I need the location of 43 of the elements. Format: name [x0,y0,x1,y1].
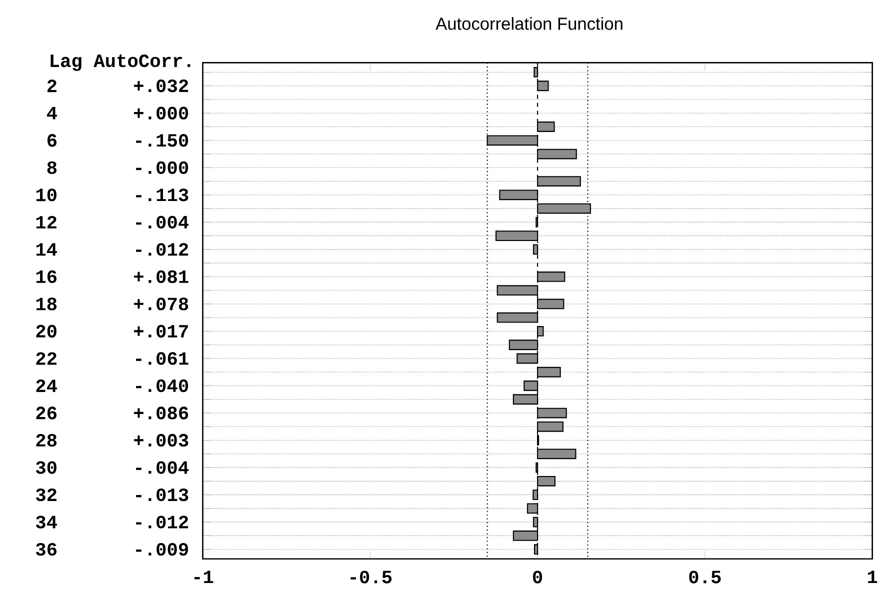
x-tick-label: 0.5 [689,570,721,584]
data-label: -.061 [136,352,188,366]
y-tick-label: 34 [36,516,57,529]
data-label: -.004 [136,461,189,474]
y-tick-label: 8 [47,162,57,174]
data-label: -.113 [136,188,188,202]
data-label: +.000 [134,107,188,120]
y-tick-label: 16 [36,270,56,284]
data-label: +.086 [134,406,188,420]
y-tick-label: 10 [36,188,56,202]
x-tick-label: 1 [868,570,878,584]
data-label: -.012 [136,516,188,529]
y-tick-label: 30 [36,461,56,474]
y-tick-label: 22 [36,352,56,365]
y-tick-label: 36 [36,543,56,556]
y-tick-label: 24 [36,380,57,392]
data-label: +.078 [134,298,188,311]
y-tick-label: 2 [47,80,56,92]
y-tick-label: 6 [47,134,56,147]
data-label: +.032 [134,80,188,92]
y-tick-label: 28 [36,434,57,447]
chart-title: Autocorrelation Function [436,17,622,30]
y-tick-label: 4 [46,107,57,120]
data-label: -.150 [136,134,188,147]
x-tick-label: -1 [194,570,214,584]
data-label: +.003 [134,434,188,447]
y-tick-label: 12 [36,216,56,229]
data-label: -.013 [136,488,188,502]
y-tick-label: 32 [36,488,56,502]
data-label: -.009 [136,543,188,556]
x-tick-label: -0.5 [350,570,392,584]
y-axis-title: Lag AutoCorr. [50,54,190,72]
data-label: +.081 [134,270,188,284]
data-label: -.004 [136,216,189,229]
y-tick-label: 26 [36,406,56,420]
y-tick-label: 14 [36,244,57,256]
y-tick-label: 20 [36,325,56,338]
y-tick-label: 18 [36,298,57,311]
x-tick-label: 0 [533,570,542,584]
data-label: -.012 [136,243,188,256]
data-label: -.000 [136,162,188,174]
data-label: -.040 [136,380,188,392]
data-label: +.017 [134,325,188,338]
